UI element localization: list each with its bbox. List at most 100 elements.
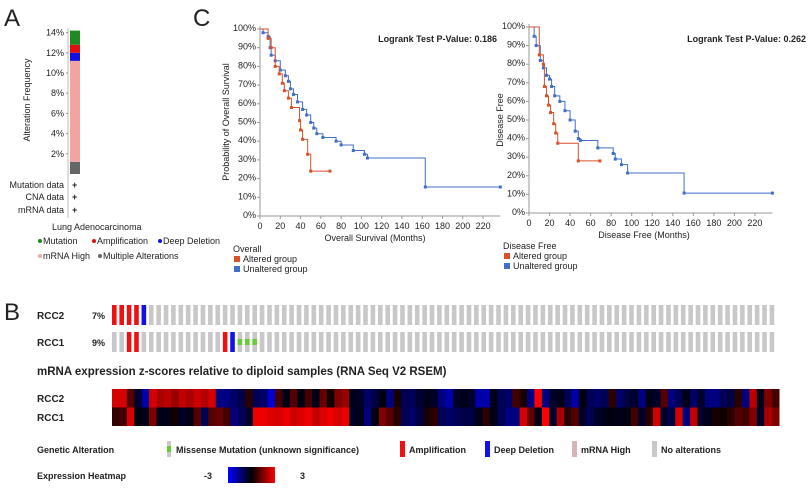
sample-cell	[584, 305, 590, 325]
sample-cell	[385, 305, 390, 325]
legend-title: Disease Free	[503, 241, 557, 251]
sample-cell	[296, 332, 302, 352]
heatmap-cell	[571, 407, 580, 426]
legend-label: Deep Deletion	[494, 445, 554, 455]
heatmap-cell	[334, 407, 343, 426]
censor-mark	[578, 138, 582, 142]
sample-cell	[518, 305, 523, 325]
heatmap-cell	[119, 389, 128, 408]
censor-mark	[576, 159, 580, 163]
censor-mark	[273, 64, 277, 68]
legend-label: Altered group	[243, 254, 297, 264]
heatmap-cell	[215, 407, 224, 426]
sample-cell	[666, 332, 671, 352]
heatmap-cell	[319, 407, 328, 426]
sample-cell	[200, 332, 206, 352]
heatmap-cell	[475, 389, 484, 408]
censor-mark	[770, 191, 774, 195]
sample-cell	[577, 305, 583, 325]
heatmap-cell	[141, 389, 150, 408]
heatmap-cell	[223, 407, 232, 426]
sample-cell	[584, 332, 590, 352]
data-mark: +	[72, 205, 77, 215]
sample-cell	[163, 305, 169, 325]
heatmap-cell	[430, 407, 439, 426]
sample-cell	[740, 305, 745, 325]
sample-cell	[215, 305, 221, 325]
censor-mark	[298, 119, 302, 123]
x-tick-label: 100	[624, 218, 639, 228]
censor-mark	[544, 73, 548, 77]
sample-cell	[562, 305, 568, 325]
sample-cell	[725, 305, 730, 325]
sample-cell	[762, 332, 767, 352]
censor-mark	[291, 92, 295, 96]
heatmap-cell	[371, 389, 380, 408]
oncoprint: RCC2 7% RCC1 9%	[37, 305, 775, 352]
sample-cell	[363, 305, 368, 325]
sample-cell	[488, 305, 494, 325]
sample-cell-amp	[112, 305, 117, 325]
sample-cell	[156, 305, 161, 325]
x-axis-label: Disease Free (Months)	[598, 230, 690, 240]
censor-mark	[558, 99, 562, 103]
sample-cell	[237, 305, 243, 325]
heatmap-cell	[215, 389, 224, 408]
censor-mark	[305, 113, 309, 117]
legend-title: Overall	[233, 244, 262, 254]
censor-mark	[541, 66, 545, 70]
sample-cell-amp	[134, 332, 139, 352]
legend-label: Amplification	[97, 236, 148, 246]
heatmap-cell	[653, 407, 661, 426]
sample-cell	[215, 332, 221, 352]
sample-cell	[259, 332, 265, 352]
heatmap-cell	[519, 389, 528, 408]
sample-cell	[747, 305, 753, 325]
x-tick-label: 120	[645, 218, 660, 228]
heatmap-cell	[438, 389, 446, 408]
heatmap-cell	[363, 389, 372, 408]
censor-mark	[351, 149, 355, 153]
heatmap-cell	[578, 389, 587, 408]
sample-cell	[540, 305, 546, 325]
sample-cell	[644, 332, 649, 352]
sample-cell	[651, 305, 656, 325]
sample-cell	[112, 332, 117, 352]
y-axis-label: Alteration Frequency	[22, 58, 32, 142]
heatmap-cell	[134, 407, 143, 426]
sample-cell	[547, 305, 553, 325]
sample-cell	[629, 305, 634, 325]
heatmap-cell	[134, 389, 143, 408]
heatmap-cell	[645, 389, 654, 408]
y-axis-label: Probability of Overall Survival	[221, 63, 231, 181]
heatmap-cell	[608, 407, 617, 426]
heatmap-cell	[304, 407, 313, 426]
y-tick-label: 40%	[507, 133, 525, 143]
censor-mark	[269, 46, 273, 50]
sample-cell	[422, 332, 427, 352]
sample-cell	[725, 332, 730, 352]
sample-cell	[533, 305, 538, 325]
censor-mark	[549, 111, 553, 115]
censor-mark	[362, 152, 366, 156]
y-tick-label: 50%	[238, 117, 256, 127]
censor-mark	[288, 87, 292, 91]
sample-cell	[762, 305, 767, 325]
x-tick-label: 60	[586, 218, 596, 228]
censor-mark	[550, 85, 554, 89]
heatmap-cell	[556, 407, 565, 426]
y-tick-label: 14%	[46, 28, 64, 38]
sample-cell	[592, 332, 597, 352]
x-tick-label: 200	[727, 218, 742, 228]
heatmap-cell	[556, 389, 565, 408]
x-tick-label: 100	[354, 221, 369, 231]
sample-cell	[163, 332, 169, 352]
sample-cell	[754, 332, 760, 352]
heatmap-cell	[630, 389, 639, 408]
bar-segment-amplification	[70, 44, 80, 53]
logrank-p-value: Logrank Test P-Value: 0.186	[378, 34, 497, 44]
sample-cell	[562, 332, 568, 352]
sample-cell	[437, 332, 442, 352]
sample-cell	[570, 305, 575, 325]
heatmap-cell	[252, 389, 261, 408]
